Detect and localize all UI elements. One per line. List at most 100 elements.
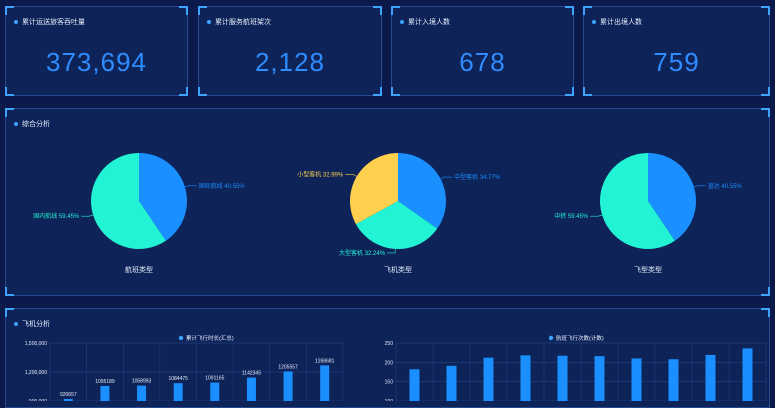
corner-decoration: [761, 108, 770, 117]
pie-slice-label: 直达 40.55%: [708, 182, 743, 190]
bar[interactable]: [246, 377, 256, 401]
label-leader-line: [184, 185, 197, 188]
flight-panel: 飞机分析 累计飞行时长(汇总) 1,500,000 1,200,000 900,000…: [5, 308, 770, 408]
pie-slice[interactable]: [139, 153, 188, 241]
corner-decoration: [5, 308, 14, 317]
y-tick-label: 1,200,000: [25, 370, 47, 376]
pie-title: 飞机类型: [384, 265, 412, 274]
pie-charts: 国际航线 40.55% 国内航线 59.45% 航班类型 中型客机 34.77% 大型客…: [33, 153, 743, 274]
bar[interactable]: [210, 382, 220, 401]
analysis-panel: 综合分析 国际航线 40.55% 国内航线 59.45% 航班类型 中型客机 34.7…: [5, 108, 770, 296]
corner-decoration: [583, 6, 592, 15]
label-leader-line: [693, 185, 706, 188]
bar[interactable]: [63, 399, 73, 401]
bar[interactable]: [557, 355, 568, 401]
bullet-dot-icon: [14, 20, 18, 24]
bar[interactable]: [283, 371, 293, 401]
pie-slice[interactable]: [350, 153, 398, 225]
pie-slice[interactable]: [355, 201, 438, 250]
kpi-card-inbound: 累计入境人数 678: [391, 6, 574, 96]
label-leader-line: [590, 214, 603, 217]
corner-decoration: [5, 108, 14, 117]
bar-value-label: 1055189: [95, 379, 115, 385]
corner-decoration: [5, 287, 14, 296]
y-tick-label: 200: [385, 360, 394, 366]
bar[interactable]: [668, 359, 679, 401]
bar-value-label: 1205557: [278, 364, 298, 370]
pie-slice[interactable]: [398, 153, 446, 229]
bar-value-label: 920657: [60, 392, 77, 398]
kpi-card-passengers: 累计运送旅客吞吐量 373,694: [5, 6, 188, 96]
bar[interactable]: [137, 385, 147, 401]
corner-decoration: [565, 87, 574, 96]
bar[interactable]: [173, 383, 183, 401]
panel-title: 综合分析: [14, 119, 50, 129]
legend-label: 航班飞行次数(计数): [556, 334, 604, 342]
bullet-dot-icon: [400, 20, 404, 24]
kpi-title-text: 累计入境人数: [408, 19, 450, 26]
panel-title-text: 飞机分析: [22, 321, 50, 328]
bar[interactable]: [705, 354, 716, 401]
pie-slice-label: 中型客机 34.77%: [454, 173, 501, 181]
corner-decoration: [391, 87, 400, 96]
kpi-value: 2,128: [254, 47, 326, 77]
bar[interactable]: [320, 365, 330, 401]
kpi-card-outbound: 累计出境人数 759: [583, 6, 770, 96]
corner-decoration: [179, 6, 188, 15]
corner-decoration: [179, 87, 188, 96]
corner-decoration: [761, 308, 770, 317]
corner-decoration: [373, 6, 382, 15]
legend-dot-icon: [178, 335, 184, 341]
corner-decoration: [761, 6, 770, 15]
label-leader-line: [387, 248, 396, 254]
bar-value-label: 1091165: [205, 376, 224, 382]
kpi-title-text: 累计出境人数: [600, 19, 642, 26]
corner-decoration: [5, 6, 14, 15]
kpi-card-flights: 累计服务航班架次 2,128: [198, 6, 382, 96]
pie-slice[interactable]: [599, 153, 675, 250]
y-tick-label: 100: [385, 399, 394, 401]
y-tick-label: 900,000: [29, 399, 47, 401]
kpi-value: 678: [459, 47, 506, 77]
panel-title-text: 综合分析: [22, 121, 50, 128]
pie-slice-label: 中转 59.45%: [554, 212, 589, 220]
bar-value-label: 1058993: [132, 379, 152, 385]
corner-decoration: [391, 6, 400, 15]
kpi-value: 759: [653, 47, 700, 77]
label-leader-line: [440, 176, 453, 180]
bar-value-label: 1142345: [242, 371, 261, 377]
bar[interactable]: [483, 357, 494, 401]
bar[interactable]: [446, 365, 457, 401]
bar-value-label: 1268681: [315, 358, 335, 364]
y-tick-label: 250: [385, 341, 394, 347]
label-leader-line: [345, 174, 357, 177]
pie-slice-label: 大型客机 32.24%: [339, 249, 386, 257]
pie-slice[interactable]: [648, 153, 697, 241]
corner-decoration: [5, 87, 14, 96]
legend-label: 累计飞行时长(汇总): [186, 334, 234, 342]
y-tick-label: 150: [385, 380, 394, 386]
kpi-title-text: 累计服务航班架次: [215, 19, 271, 26]
panel-title: 飞机分析: [14, 319, 50, 329]
bar[interactable]: [409, 369, 420, 401]
corner-decoration: [761, 287, 770, 296]
bar[interactable]: [100, 385, 110, 401]
bar[interactable]: [631, 358, 642, 401]
legend-dot-icon: [548, 335, 554, 341]
bar[interactable]: [742, 348, 753, 401]
bullet-dot-icon: [14, 122, 18, 126]
corner-decoration: [583, 87, 592, 96]
kpi-title: 累计出境人数: [592, 17, 642, 27]
corner-decoration: [198, 87, 207, 96]
pie-slice-label: 小型客机 32.99%: [297, 171, 344, 179]
bar[interactable]: [594, 356, 605, 401]
pie-slice[interactable]: [91, 153, 166, 249]
bar-charts: 累计飞行时长(汇总) 1,500,000 1,200,000 900,000 92065…: [25, 334, 767, 401]
corner-decoration: [761, 87, 770, 96]
corner-decoration: [198, 6, 207, 15]
corner-decoration: [565, 6, 574, 15]
bar[interactable]: [520, 355, 531, 401]
bar-value-label: 1084475: [168, 376, 188, 382]
pie-title: 飞型类型: [634, 265, 662, 274]
kpi-title: 累计入境人数: [400, 17, 450, 27]
